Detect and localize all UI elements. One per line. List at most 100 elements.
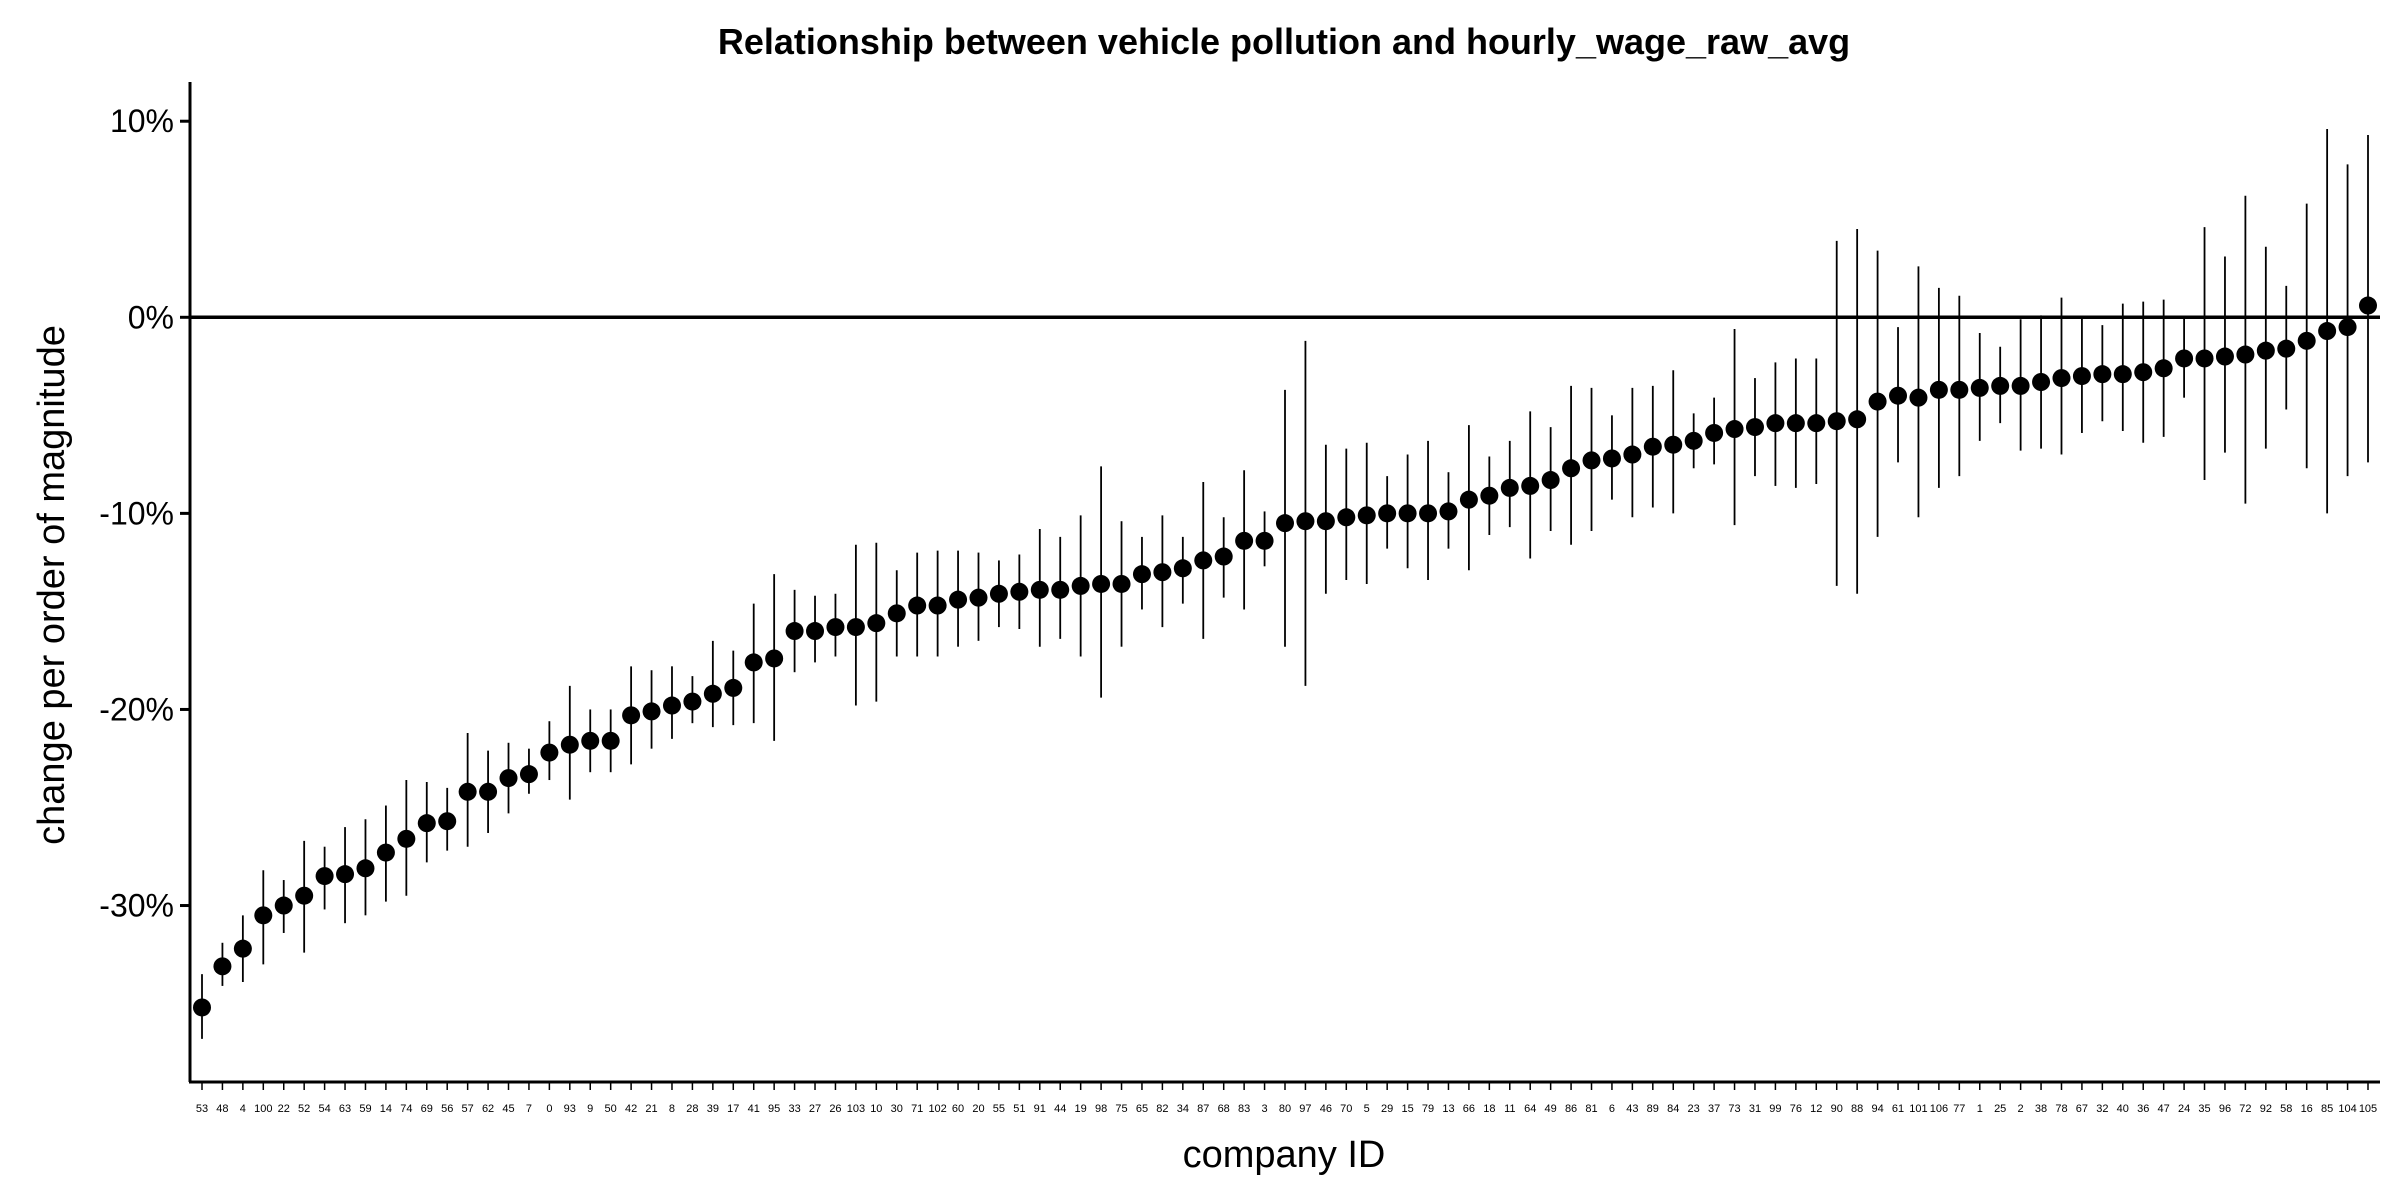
data-point (356, 859, 375, 878)
error-bar-layer (201, 129, 2369, 1039)
y-tick-label: 0% (128, 299, 174, 335)
x-tick-label: 10 (870, 1103, 882, 1115)
data-point (1705, 423, 1724, 442)
data-point (1255, 531, 1274, 550)
x-tick-label: 77 (1953, 1103, 1965, 1115)
x-tick-label: 47 (2158, 1103, 2170, 1115)
data-point (1153, 563, 1172, 582)
x-tick-label: 16 (2301, 1103, 2313, 1115)
x-tick-label: 28 (686, 1103, 698, 1115)
x-tick-label: 34 (1177, 1103, 1189, 1115)
x-tick-label: 95 (768, 1103, 780, 1115)
x-tick-label: 20 (972, 1103, 984, 1115)
data-point (1807, 414, 1826, 433)
x-tick-label: 42 (625, 1103, 637, 1115)
data-point (479, 782, 498, 801)
x-tick-label: 80 (1279, 1103, 1291, 1115)
data-point (1194, 551, 1213, 570)
x-tick-label: 12 (1810, 1103, 1822, 1115)
data-point (2052, 369, 2071, 388)
data-point (1766, 414, 1785, 433)
x-tick-label: 44 (1054, 1103, 1066, 1115)
data-point (1623, 445, 1642, 464)
data-point (1929, 380, 1948, 399)
data-point (1480, 486, 1499, 505)
x-tick-label: 89 (1647, 1103, 1659, 1115)
data-point (1173, 559, 1192, 578)
data-point (1950, 380, 1969, 399)
x-tick-label: 13 (1442, 1103, 1454, 1115)
data-point (662, 696, 681, 715)
data-point (1827, 412, 1846, 431)
x-tick-label: 48 (216, 1103, 228, 1115)
data-point (519, 765, 538, 784)
data-point (499, 769, 518, 788)
x-tick-label: 24 (2178, 1103, 2190, 1115)
x-tick-label: 71 (911, 1103, 923, 1115)
x-tick-label: 61 (1892, 1103, 1904, 1115)
x-tick-label: 93 (564, 1103, 576, 1115)
data-point (1378, 504, 1397, 523)
x-tick-label: 69 (421, 1103, 433, 1115)
data-point (1398, 504, 1417, 523)
data-point (2154, 359, 2173, 378)
data-point (887, 604, 906, 623)
data-point (2318, 322, 2337, 341)
x-axis: 53 48 4 100 22 52 54 63 59 14 74 69 56 57 62 45 7 0 93 9 50 4… (189, 1080, 2380, 1115)
data-point (1500, 478, 1519, 497)
data-point (1010, 582, 1029, 601)
data-point (703, 684, 722, 703)
data-point (1132, 565, 1151, 584)
data-point (1296, 512, 1315, 531)
data-point (765, 649, 784, 668)
x-tick-label: 50 (605, 1103, 617, 1115)
data-point (193, 998, 211, 1017)
data-point (1092, 574, 1111, 593)
data-point (806, 622, 825, 641)
data-point (376, 843, 395, 862)
x-tick-label: 26 (829, 1103, 841, 1115)
data-point (867, 614, 886, 633)
x-tick-label: 85 (2321, 1103, 2333, 1115)
x-tick-label: 51 (1013, 1103, 1025, 1115)
data-point (1582, 451, 1601, 470)
data-point (2032, 373, 2051, 391)
x-tick-label: 19 (1075, 1103, 1087, 1115)
data-point (1664, 435, 1683, 454)
x-tick-label: 29 (1381, 1103, 1393, 1115)
data-point (928, 596, 947, 615)
data-point (2215, 347, 2234, 366)
data-point (1235, 531, 1254, 550)
x-tick-label: 9 (587, 1103, 593, 1115)
x-tick-label: 5 (1364, 1103, 1370, 1115)
x-tick-label: 55 (993, 1103, 1005, 1115)
x-tick-label: 30 (891, 1103, 903, 1115)
x-tick-label: 94 (1871, 1103, 1883, 1115)
x-tick-label: 18 (1483, 1103, 1495, 1115)
data-point (2338, 318, 2357, 337)
data-point (724, 678, 743, 697)
data-point (417, 814, 436, 833)
x-tick-label: 64 (1524, 1103, 1536, 1115)
x-tick-label: 106 (1930, 1103, 1948, 1115)
x-tick-label: 101 (1909, 1103, 1927, 1115)
data-point (785, 622, 804, 641)
x-tick-label: 103 (847, 1103, 865, 1115)
data-point (1889, 386, 1908, 405)
x-tick-label: 41 (748, 1103, 760, 1115)
x-tick-label: 90 (1831, 1103, 1843, 1115)
x-tick-label: 49 (1545, 1103, 1557, 1115)
data-point (581, 731, 600, 750)
x-tick-label: 56 (441, 1103, 453, 1115)
data-point (1459, 490, 1478, 509)
x-tick-label: 72 (2239, 1103, 2251, 1115)
x-tick-label: 7 (526, 1103, 532, 1115)
data-point (1991, 376, 2010, 395)
x-tick-label: 57 (462, 1103, 474, 1115)
data-point (295, 886, 314, 905)
x-tick-label: 53 (196, 1103, 208, 1115)
point-layer (193, 296, 2377, 1017)
x-tick-label: 63 (339, 1103, 351, 1115)
x-tick-label: 87 (1197, 1103, 1209, 1115)
